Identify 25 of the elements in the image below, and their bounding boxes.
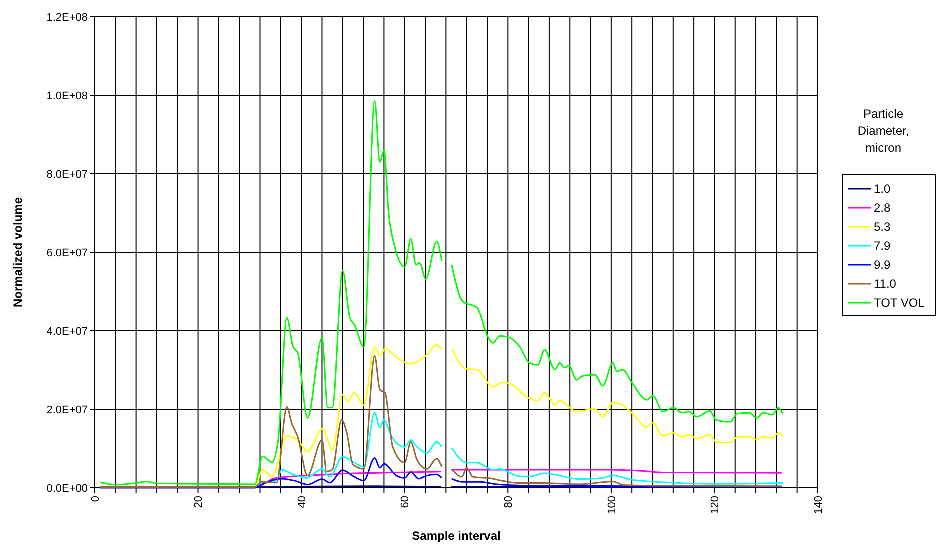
legend-label: 1.0: [874, 182, 892, 196]
y-tick-label: 6.0E+07: [46, 247, 88, 260]
x-tick-label: 140: [812, 496, 825, 514]
legend-title: Particle Diameter, micron: [858, 107, 910, 155]
x-tick-label: 60: [400, 496, 412, 508]
legend-label: 7.9: [874, 239, 892, 254]
x-tick-label: 40: [296, 496, 308, 508]
y-tick-label: 1.0E+08: [46, 90, 88, 102]
legend-label: 9.9: [874, 258, 892, 272]
x-tick-label: 0: [90, 496, 102, 502]
x-tick-label: 20: [193, 496, 206, 508]
y-axis-title: Normalized volume: [11, 197, 25, 308]
x-axis-title: Sample interval: [412, 529, 501, 543]
y-tick-label: 4.0E+07: [46, 326, 88, 338]
x-tick-label: 120: [710, 496, 722, 514]
y-tick-label: 1.2E+08: [46, 12, 88, 24]
legend-label: 2.8: [874, 201, 892, 216]
y-tick-label: 8.0E+07: [46, 168, 88, 181]
y-tick-label: 2.0E+07: [46, 404, 88, 416]
y-tick-label: 0.0E+00: [46, 482, 88, 495]
legend-label: 5.3: [874, 220, 892, 234]
x-tick-label: 80: [502, 496, 515, 508]
x-tick-label: 100: [606, 496, 618, 514]
legend-label: TOT VOL: [874, 296, 926, 310]
legend-label: 11.0: [874, 277, 897, 292]
